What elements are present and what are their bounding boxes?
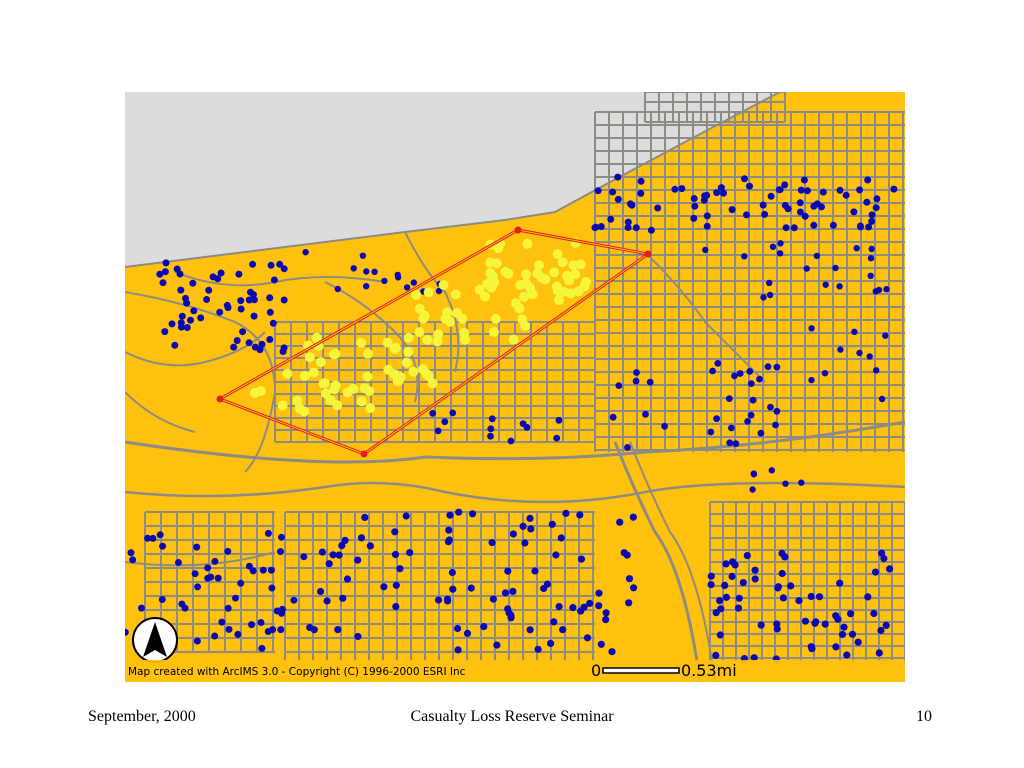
selection-vertex[interactable]: [216, 395, 224, 403]
map-credit: Map created with ArcIMS 3.0 - Copyright …: [128, 666, 466, 678]
water-body: [125, 92, 780, 267]
footer-title: Casualty Loss Reserve Seminar: [410, 708, 614, 725]
scale-bar: 0 0.53mi: [591, 661, 737, 680]
map[interactable]: N Map created with ArcIMS 3.0 - Copyrigh…: [125, 92, 905, 682]
selection-vertex[interactable]: [644, 250, 652, 258]
north-arrow: N: [132, 617, 178, 663]
scale-start-label: 0: [591, 661, 601, 680]
scale-end-label: 0.53mi: [681, 661, 737, 680]
footer-date: September, 2000: [88, 708, 196, 725]
yellow-point-layer: [250, 237, 591, 417]
footer-page-number: 10: [916, 708, 932, 725]
selection-vertex[interactable]: [360, 450, 368, 458]
credit-bar: [125, 660, 905, 682]
scale-bar-line: [602, 667, 680, 674]
selection-vertex[interactable]: [514, 226, 522, 234]
selection-polygon[interactable]: [216, 226, 652, 458]
